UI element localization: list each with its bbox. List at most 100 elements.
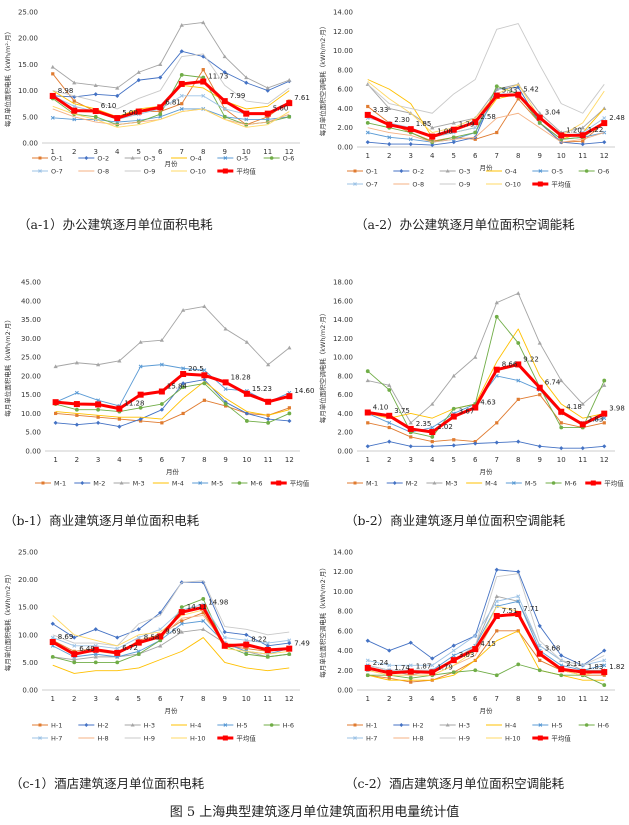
legend-label: H-4 xyxy=(505,722,516,730)
data-point xyxy=(602,140,607,145)
series-M-1 xyxy=(54,398,291,425)
data-point xyxy=(364,664,371,671)
x-tick-label: 3 xyxy=(409,456,413,464)
data-point xyxy=(493,612,500,619)
series-line xyxy=(367,569,605,666)
x-tick-label: 7 xyxy=(495,695,499,703)
y-tick-label: 10.00 xyxy=(333,354,353,362)
data-point xyxy=(159,338,164,342)
data-point xyxy=(265,654,270,659)
legend-marker xyxy=(392,481,397,485)
data-point xyxy=(135,108,142,115)
legend-item: M-5 xyxy=(192,480,223,488)
data-point xyxy=(450,657,457,664)
legend-item: H-4 xyxy=(171,722,201,730)
data-label: 7.61 xyxy=(294,94,310,102)
data-label: 8.98 xyxy=(58,87,74,95)
data-label: 3.68 xyxy=(545,645,561,653)
data-point xyxy=(473,633,478,638)
data-point xyxy=(222,106,227,111)
legend-marker xyxy=(353,169,357,173)
data-point xyxy=(223,402,228,406)
data-point xyxy=(93,114,98,119)
data-point xyxy=(494,87,499,91)
data-point xyxy=(72,99,76,103)
series-line xyxy=(55,379,290,428)
figure-caption: 图 5 上海典型建筑逐月单位建筑面积用电量统计值 xyxy=(169,805,460,820)
chart-b2: 0.00 2.00 4.00 6.00 8.00 10.00 12.00 14.00 16.00… xyxy=(318,279,625,488)
data-point xyxy=(473,130,478,135)
legend-label: O-2 xyxy=(97,155,109,163)
legend-marker xyxy=(84,156,89,160)
legend-label: M-6 xyxy=(250,480,262,488)
legend-marker xyxy=(84,723,89,727)
series-平均值 xyxy=(364,361,608,436)
data-point xyxy=(117,424,122,429)
data-point xyxy=(74,422,79,427)
data-label: 6.81 xyxy=(165,98,181,106)
data-label: 14.11 xyxy=(187,603,207,611)
data-point xyxy=(116,405,123,412)
data-label: 2.02 xyxy=(437,423,453,431)
data-point xyxy=(92,108,99,115)
series-line xyxy=(55,399,290,424)
data-label: 2.58 xyxy=(480,113,496,121)
data-point xyxy=(244,80,249,85)
x-tick-label: 12 xyxy=(285,695,294,703)
y-tick-label: 14.00 xyxy=(333,549,353,557)
data-point xyxy=(222,379,229,386)
data-point xyxy=(536,384,543,391)
data-point xyxy=(601,410,608,417)
legend-marker xyxy=(38,736,42,740)
x-tick-label: 5 xyxy=(137,695,141,703)
data-point xyxy=(559,653,564,658)
data-point xyxy=(138,405,143,410)
legend-label: H-5 xyxy=(236,722,247,730)
legend-item: H-1 xyxy=(32,722,62,730)
series-line xyxy=(367,112,605,143)
legend-item: M-1 xyxy=(347,480,378,488)
data-point xyxy=(72,660,77,665)
data-label: 1.74 xyxy=(394,664,410,672)
legend-item: H-1 xyxy=(347,722,377,730)
data-point xyxy=(114,115,121,122)
data-label: 1.83 xyxy=(588,663,604,671)
y-tick-label: 18.00 xyxy=(333,279,353,287)
data-point xyxy=(537,623,542,629)
x-tick-label: 7 xyxy=(180,148,184,156)
data-point xyxy=(451,406,456,411)
series-line xyxy=(52,580,290,647)
data-point xyxy=(50,115,55,120)
data-point xyxy=(473,441,478,446)
data-point xyxy=(244,647,248,651)
data-point xyxy=(286,393,293,400)
x-tick-label: 9 xyxy=(538,456,542,464)
data-point xyxy=(450,413,457,420)
series-line xyxy=(52,108,290,123)
data-point xyxy=(202,304,207,309)
data-point xyxy=(136,652,141,657)
legend-label: H-9 xyxy=(459,735,470,743)
y-tick-label: 20.00 xyxy=(18,35,38,43)
data-label: 4.15 xyxy=(480,640,496,648)
data-label: 2.24 xyxy=(373,659,389,667)
data-point xyxy=(430,435,435,439)
data-point xyxy=(222,629,227,635)
legend-item: O-10 xyxy=(171,168,206,176)
series-line xyxy=(55,382,290,424)
data-point xyxy=(53,364,58,369)
data-point xyxy=(495,130,499,135)
caption-b2: （b-2）商业建筑逐月单位面积空调能耗 xyxy=(345,513,566,528)
series-line xyxy=(367,93,605,139)
x-tick-label: 2 xyxy=(387,152,391,160)
chart-panel-c1: 0.00 5.00 10.00 15.00 20.00 25.00 1 2 3 4 5 6 7 8 9 10 1… xyxy=(0,540,314,762)
series-平均值 xyxy=(364,91,608,140)
data-point xyxy=(180,102,184,106)
legend-item: H-7 xyxy=(32,735,62,743)
data-point xyxy=(452,438,456,442)
data-point xyxy=(495,421,499,425)
x-tick-label: 10 xyxy=(242,456,251,464)
legend-label: O-10 xyxy=(190,168,206,176)
data-point xyxy=(559,446,564,451)
